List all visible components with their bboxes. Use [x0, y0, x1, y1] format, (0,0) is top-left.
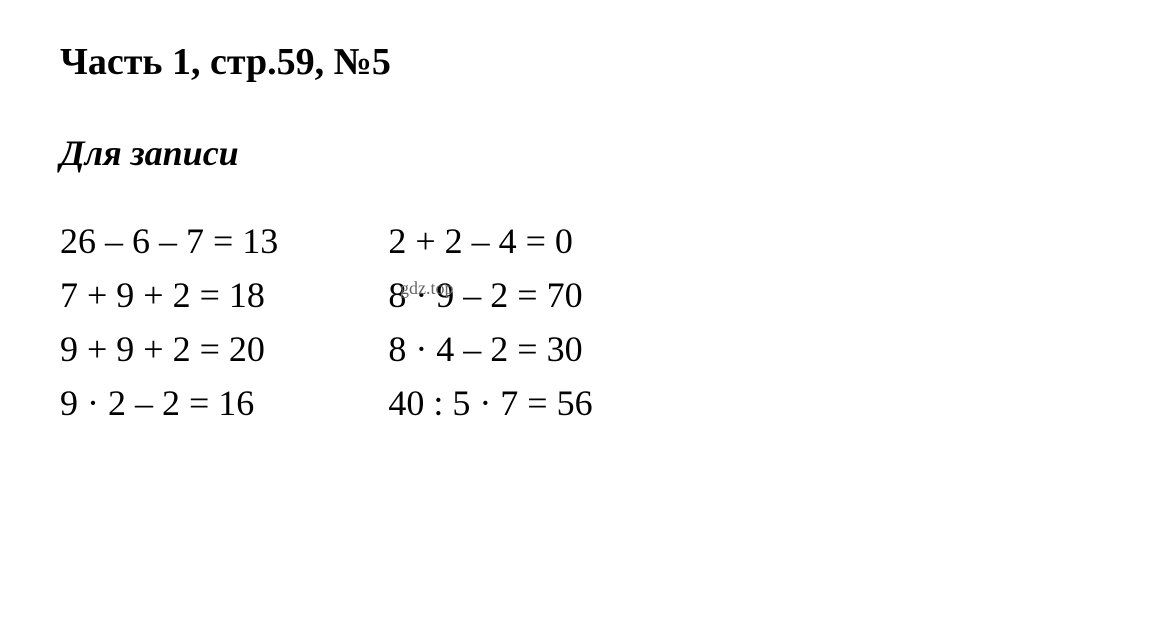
section-subheading: Для записи: [60, 132, 1107, 174]
equation-row: 40 : 5 · 7 = 56: [388, 376, 592, 430]
equation-row: 9 + 9 + 2 = 20: [60, 322, 278, 376]
watermark-text: gdz.top: [400, 278, 454, 299]
equations-column-left: 26 – 6 – 7 = 13 7 + 9 + 2 = 18 9 + 9 + 2…: [60, 214, 278, 430]
equation-row: 9 · 2 – 2 = 16: [60, 376, 278, 430]
equation-row: 7 + 9 + 2 = 18: [60, 268, 278, 322]
equations-column-right: 2 + 2 – 4 = 0 8 · 9 – 2 = 70 8 · 4 – 2 =…: [388, 214, 592, 430]
page-heading: Часть 1, стр.59, №5: [60, 40, 1107, 84]
equation-row: 26 – 6 – 7 = 13: [60, 214, 278, 268]
equations-container: 26 – 6 – 7 = 13 7 + 9 + 2 = 18 9 + 9 + 2…: [60, 214, 1107, 430]
equation-row: 8 · 4 – 2 = 30: [388, 322, 592, 376]
equation-row: 2 + 2 – 4 = 0: [388, 214, 592, 268]
